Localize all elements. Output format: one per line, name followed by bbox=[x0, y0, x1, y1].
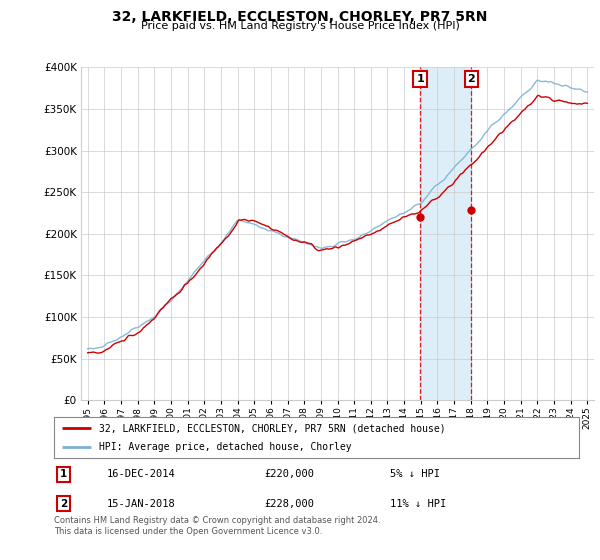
Text: 5% ↓ HPI: 5% ↓ HPI bbox=[390, 469, 440, 479]
Text: Price paid vs. HM Land Registry's House Price Index (HPI): Price paid vs. HM Land Registry's House … bbox=[140, 21, 460, 31]
Text: 15-JAN-2018: 15-JAN-2018 bbox=[107, 499, 175, 509]
Text: 16-DEC-2014: 16-DEC-2014 bbox=[107, 469, 175, 479]
Text: £228,000: £228,000 bbox=[264, 499, 314, 509]
Text: 32, LARKFIELD, ECCLESTON, CHORLEY, PR7 5RN: 32, LARKFIELD, ECCLESTON, CHORLEY, PR7 5… bbox=[112, 10, 488, 24]
Text: £220,000: £220,000 bbox=[264, 469, 314, 479]
Text: Contains HM Land Registry data © Crown copyright and database right 2024.
This d: Contains HM Land Registry data © Crown c… bbox=[54, 516, 380, 536]
Text: 32, LARKFIELD, ECCLESTON, CHORLEY, PR7 5RN (detached house): 32, LARKFIELD, ECCLESTON, CHORLEY, PR7 5… bbox=[98, 423, 445, 433]
Text: 11% ↓ HPI: 11% ↓ HPI bbox=[390, 499, 446, 509]
Text: 2: 2 bbox=[467, 74, 475, 84]
Bar bbox=[420, 67, 472, 400]
Text: HPI: Average price, detached house, Chorley: HPI: Average price, detached house, Chor… bbox=[98, 442, 351, 452]
Text: 1: 1 bbox=[60, 469, 67, 479]
Text: 2: 2 bbox=[60, 499, 67, 509]
Text: 1: 1 bbox=[416, 74, 424, 84]
